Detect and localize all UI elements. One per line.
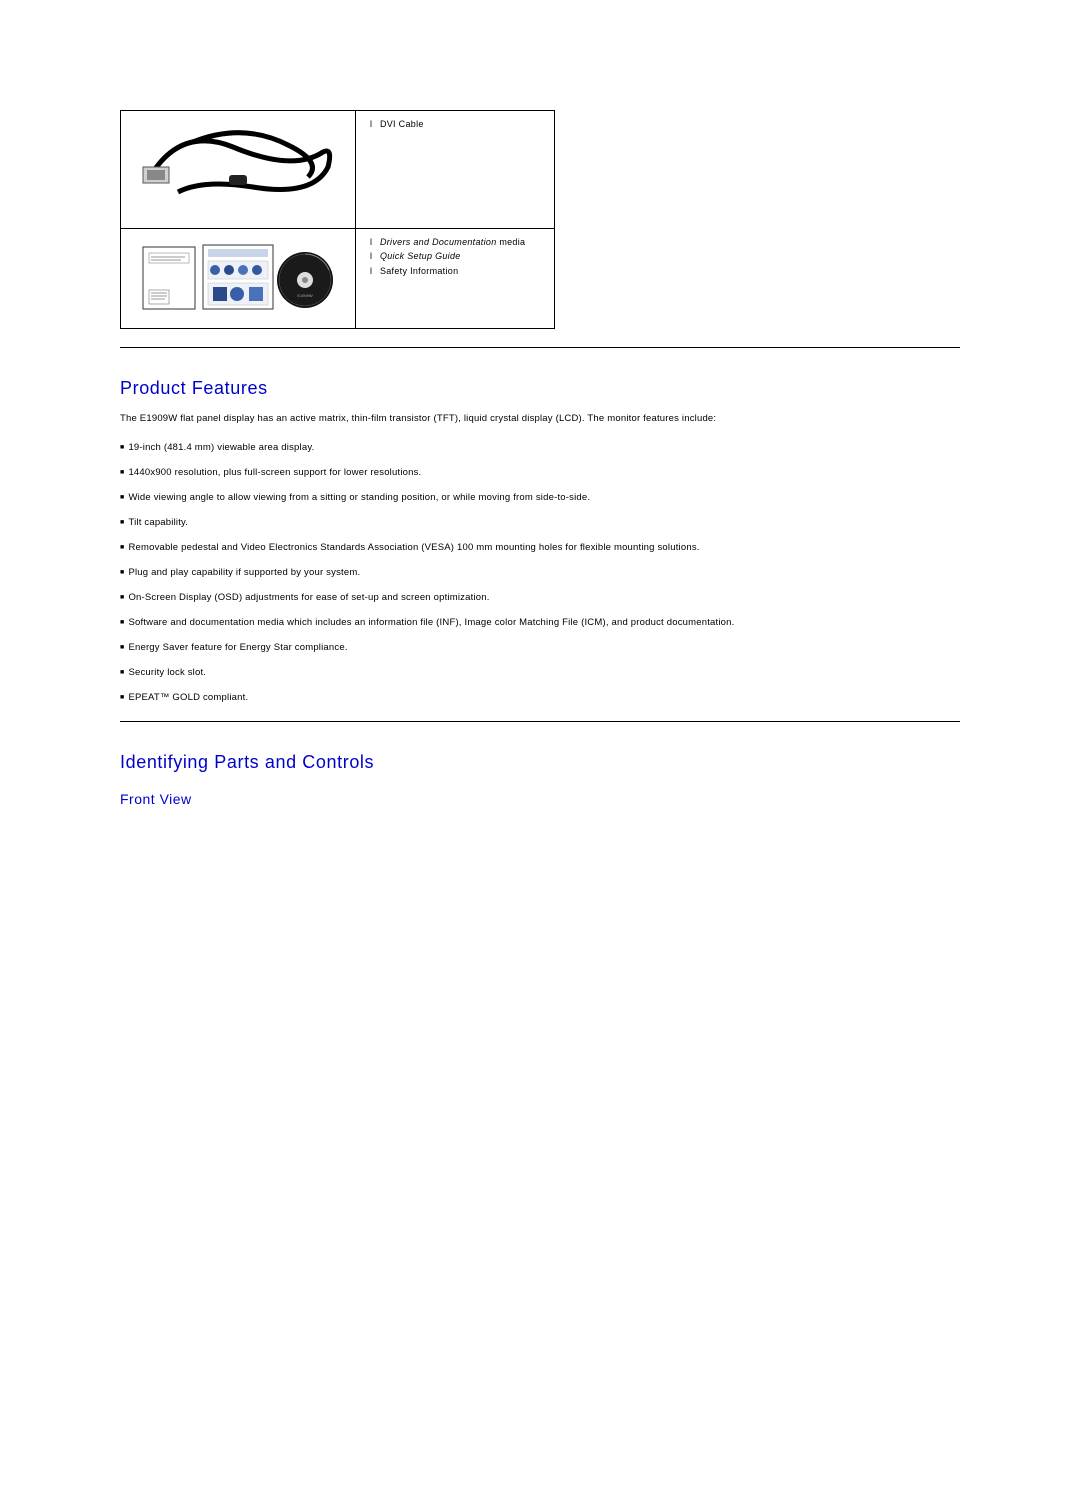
list-item: ■Software and documentation media which … <box>120 617 960 628</box>
feature-text: Tilt capability. <box>128 517 188 528</box>
list-item: ■On-Screen Display (OSD) adjustments for… <box>120 592 960 603</box>
svg-text:E1909W: E1909W <box>297 293 313 298</box>
package-contents-table: lDVI Cable <box>120 110 555 329</box>
feature-text: On-Screen Display (OSD) adjustments for … <box>128 592 489 603</box>
documentation-icon: E1909W <box>133 235 343 315</box>
list-item: ■19-inch (481.4 mm) viewable area displa… <box>120 442 960 453</box>
docs-item2: Quick Setup Guide <box>380 251 461 261</box>
dvi-cable-image-cell <box>121 111 356 229</box>
feature-text: Software and documentation media which i… <box>128 617 734 628</box>
list-item: ■EPEAT™ GOLD compliant. <box>120 692 960 703</box>
list-item: ■Energy Saver feature for Energy Star co… <box>120 642 960 653</box>
feature-text: Plug and play capability if supported by… <box>128 567 360 578</box>
list-item: ■Plug and play capability if supported b… <box>120 567 960 578</box>
docs-image-cell: E1909W <box>121 229 356 329</box>
list-item: ■Security lock slot. <box>120 667 960 678</box>
identifying-parts-heading: Identifying Parts and Controls <box>120 752 960 773</box>
feature-text: Removable pedestal and Video Electronics… <box>128 542 699 553</box>
feature-text: Energy Saver feature for Energy Star com… <box>128 642 347 653</box>
front-view-heading: Front View <box>120 791 960 807</box>
list-item: ■Tilt capability. <box>120 517 960 528</box>
dvi-cable-desc-cell: lDVI Cable <box>355 111 554 229</box>
docs-item1-rest: media <box>497 237 526 247</box>
table-row: E1909W lDrivers and Documentation media … <box>121 229 555 329</box>
dvi-cable-label: DVI Cable <box>380 119 424 129</box>
divider <box>120 347 960 348</box>
features-intro-text: The E1909W flat panel display has an act… <box>120 413 960 424</box>
features-list: ■19-inch (481.4 mm) viewable area displa… <box>120 442 960 703</box>
list-item: ■Wide viewing angle to allow viewing fro… <box>120 492 960 503</box>
product-features-heading: Product Features <box>120 378 960 399</box>
feature-text: 19-inch (481.4 mm) viewable area display… <box>128 442 314 453</box>
feature-text: Wide viewing angle to allow viewing from… <box>128 492 590 503</box>
docs-item1-italic: Drivers and Documentation <box>380 237 497 247</box>
dvi-cable-icon <box>133 117 343 217</box>
feature-text: Security lock slot. <box>128 667 206 678</box>
feature-text: 1440x900 resolution, plus full-screen su… <box>128 467 421 478</box>
docs-item3: Safety Information <box>380 266 458 276</box>
list-item: ■Removable pedestal and Video Electronic… <box>120 542 960 553</box>
feature-text: EPEAT™ GOLD compliant. <box>128 692 248 703</box>
list-item: ■1440x900 resolution, plus full-screen s… <box>120 467 960 478</box>
docs-desc-cell: lDrivers and Documentation media lQuick … <box>355 229 554 329</box>
divider <box>120 721 960 722</box>
table-row: lDVI Cable <box>121 111 555 229</box>
